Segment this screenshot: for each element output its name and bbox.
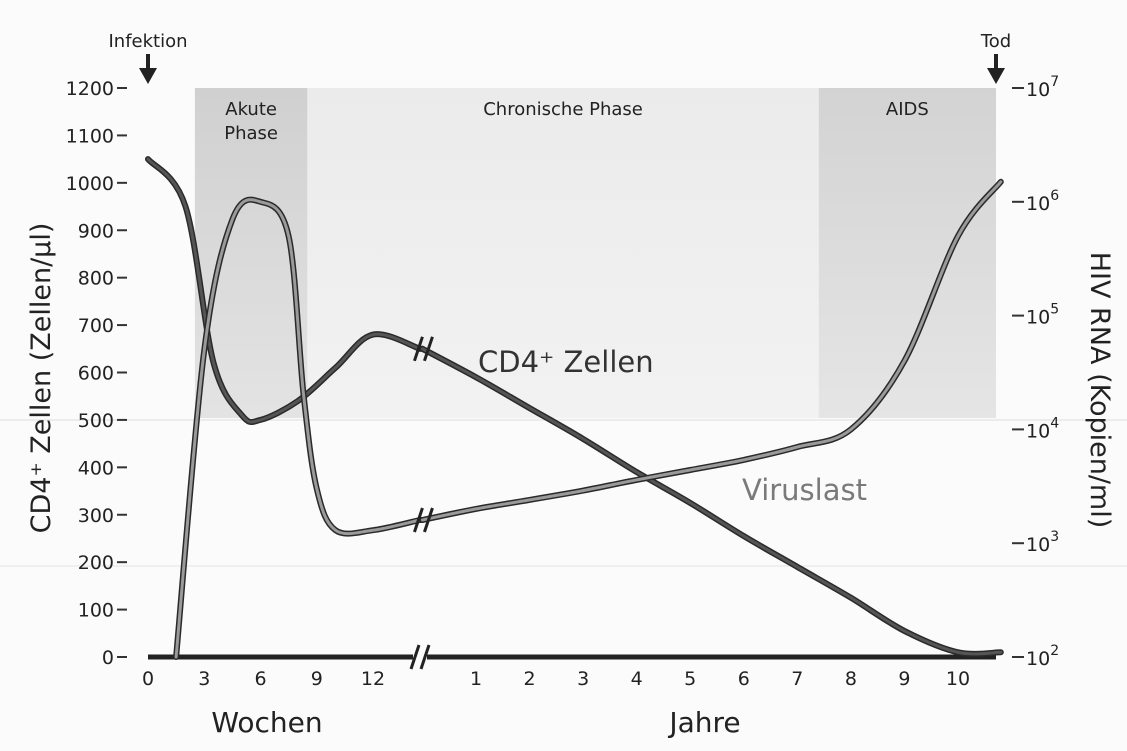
series-layer [145, 156, 1004, 660]
event-label: Tod [980, 31, 1011, 52]
x-tick-label: 12 [361, 668, 385, 690]
y2-tick-exponent: 5 [1050, 302, 1059, 318]
y-tick-label: 600 [78, 363, 114, 385]
series-break-mark [423, 507, 434, 533]
y2-tick-base: 10 [1026, 420, 1050, 442]
y2-tick-exponent: 7 [1050, 74, 1059, 90]
x-tick-label: 9 [311, 668, 323, 690]
series-break-mark [423, 336, 434, 362]
x-axis-break-mark [409, 644, 421, 670]
y2-tick-base: 10 [1026, 307, 1050, 329]
y-tick-label: 100 [78, 600, 114, 622]
x-tick-label: 2 [524, 668, 536, 690]
x-group-label-years: Jahre [667, 706, 740, 739]
y2-tick-label: 102 [1026, 643, 1059, 670]
y-axis-title: CD4⁺ Zellen (Zellen/µl) [26, 223, 57, 534]
x-tick-label: 9 [898, 668, 910, 690]
series-label-viruslast: Viruslast [742, 473, 867, 507]
y2-tick-label: 104 [1026, 415, 1059, 442]
series-line [146, 157, 422, 424]
series-line [420, 180, 1003, 522]
y-tick-label: 800 [78, 268, 114, 290]
phase-label: Akute [225, 99, 277, 120]
x-tick-label: 5 [684, 668, 696, 690]
y-tick-label: 700 [78, 315, 114, 337]
x-tick-label: 6 [254, 668, 266, 690]
axes-layer: 0100200300400500600700800900100011001200… [66, 74, 1060, 690]
y-tick-label: 1200 [66, 78, 114, 100]
series-break-mark [413, 507, 424, 533]
x-tick-label: 4 [631, 668, 643, 690]
y-tick-label: 900 [78, 220, 114, 242]
x-tick-label: 3 [198, 668, 210, 690]
x-tick-label: 8 [845, 668, 857, 690]
y-tick-label: 200 [78, 552, 114, 574]
y-tick-label: 400 [78, 457, 114, 479]
y2-tick-base: 10 [1026, 534, 1050, 556]
y2-tick-base: 10 [1026, 193, 1050, 215]
series-label-cd4: CD4⁺ Zellen [478, 345, 654, 379]
y2-tick-label: 103 [1026, 529, 1059, 556]
phase-label: AIDS [886, 99, 929, 120]
x-group-label-weeks: Wochen [211, 706, 322, 739]
y-tick-label: 0 [102, 647, 114, 669]
labels-layer: Akute Phase Chronische Phase AIDS CD4⁺ Zelle… [26, 31, 1115, 739]
phase-label: Phase [224, 123, 278, 144]
series-line [174, 198, 422, 659]
y-tick-label: 300 [78, 505, 114, 527]
y2-tick-base: 10 [1026, 648, 1050, 670]
y-tick-label: 1000 [66, 173, 114, 195]
x-tick-label: 1 [470, 668, 482, 690]
y2-tick-exponent: 4 [1050, 415, 1059, 431]
y2-tick-label: 105 [1026, 302, 1059, 329]
event-arrow-head [139, 68, 157, 84]
phase-label: Chronische Phase [483, 99, 643, 120]
y2-tick-base: 10 [1026, 79, 1050, 101]
x-tick-label: 10 [946, 668, 970, 690]
phase-band [818, 88, 996, 418]
phase-shading-layer [0, 88, 1127, 567]
event-arrow-head [987, 68, 1005, 84]
phase-band [307, 88, 819, 418]
y2-tick-label: 106 [1026, 188, 1059, 215]
y2-axis-title: HIV RNA (Kopien/ml) [1084, 252, 1115, 529]
series-break-mark [413, 336, 424, 362]
y-tick-label: 1100 [66, 125, 114, 147]
x-tick-label: 0 [142, 668, 154, 690]
event-label: Infektion [108, 31, 187, 52]
x-tick-label: 6 [738, 668, 750, 690]
y2-tick-exponent: 6 [1050, 188, 1059, 204]
y2-tick-exponent: 3 [1050, 529, 1059, 545]
series-line [420, 347, 1003, 656]
x-tick-label: 3 [577, 668, 589, 690]
x-tick-label: 7 [791, 668, 803, 690]
y2-tick-exponent: 2 [1050, 643, 1059, 659]
x-axis-break-mark [419, 644, 431, 670]
y2-tick-label: 107 [1026, 74, 1059, 101]
y-tick-label: 500 [78, 410, 114, 432]
